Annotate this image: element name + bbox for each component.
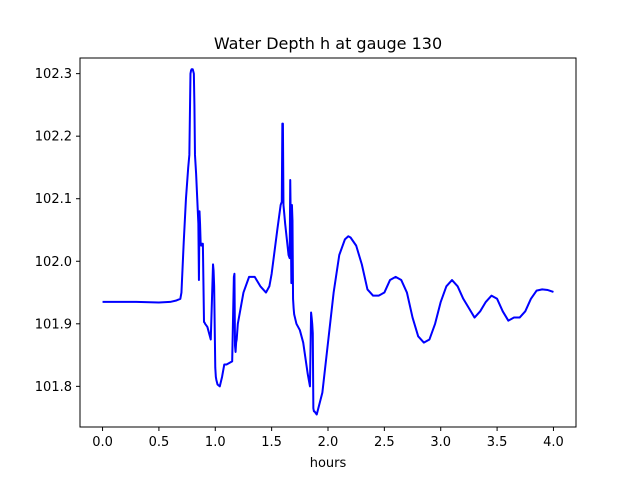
x-tick-label: 1.5 <box>261 435 282 450</box>
x-tick-label: 2.5 <box>374 435 395 450</box>
x-tick-label: 1.0 <box>205 435 226 450</box>
axes-frame <box>79 57 577 428</box>
x-tick-label: 3.0 <box>430 435 451 450</box>
y-tick-label: 101.8 <box>35 380 72 395</box>
x-tick-label: 0.5 <box>149 435 170 450</box>
plot-area <box>102 68 554 416</box>
y-axis: 101.8 101.9 102.0 102.1 102.2 102.3 <box>35 67 80 395</box>
x-tick-label: 0.0 <box>92 435 113 450</box>
chart-title: Water Depth h at gauge 130 <box>214 34 442 53</box>
series-line-water-depth <box>102 68 554 416</box>
y-tick-label: 102.3 <box>35 67 72 82</box>
y-tick-label: 102.0 <box>35 255 72 270</box>
y-tick-label: 102.1 <box>35 192 72 207</box>
x-tick-label: 4.0 <box>543 435 564 450</box>
x-tick-label: 3.5 <box>487 435 508 450</box>
y-tick-label: 101.9 <box>35 317 72 332</box>
y-tick-label: 102.2 <box>35 130 72 145</box>
x-axis: 0.0 0.5 1.0 1.5 2.0 2.5 3.0 3.5 4.0 <box>92 427 564 450</box>
x-axis-label: hours <box>310 456 347 471</box>
x-tick-label: 2.0 <box>318 435 339 450</box>
